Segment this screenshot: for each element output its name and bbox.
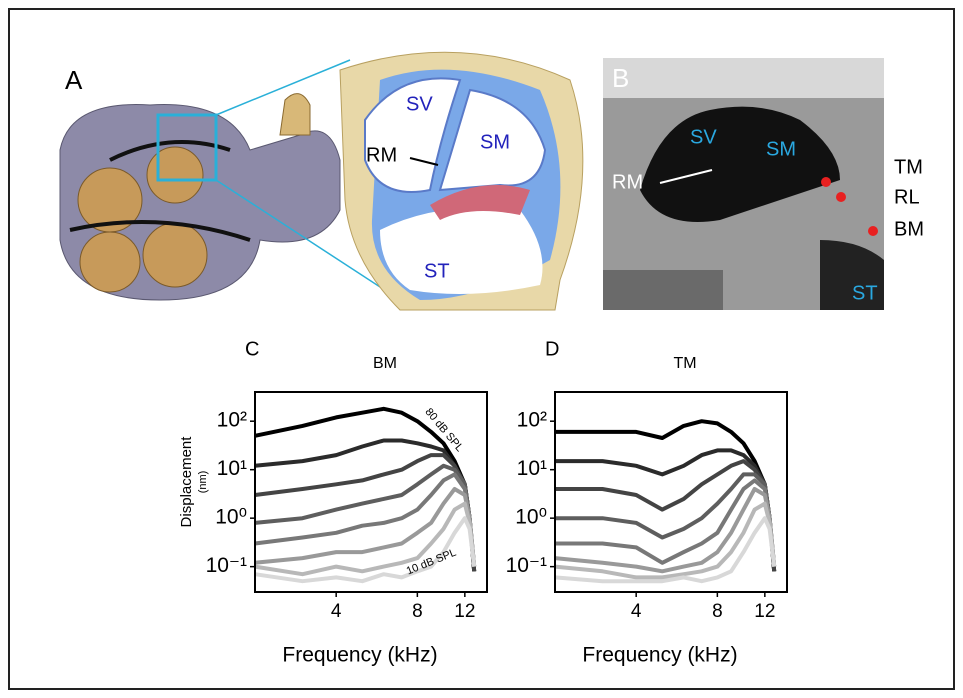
- series-line: [254, 501, 477, 577]
- x-tick-label: 4: [631, 601, 642, 622]
- cochlea-illustration: [59, 51, 584, 311]
- y-tick-label: 10⁻¹: [506, 554, 547, 577]
- region-label: RM: [612, 171, 643, 193]
- series-line: [254, 472, 477, 567]
- panel-label: B: [612, 63, 629, 93]
- panel-label: D: [545, 338, 559, 360]
- y-tick-label: 10²: [517, 409, 547, 432]
- y-tick-label: 10²: [217, 409, 247, 432]
- region-label: BM: [894, 218, 924, 240]
- region-label: SM: [766, 138, 796, 160]
- y-axis-label: Displacement: [178, 436, 195, 528]
- series-line: [555, 478, 777, 567]
- y-tick-label: 10⁻¹: [206, 554, 247, 577]
- region-label: ST: [424, 260, 450, 282]
- region-label: SM: [480, 131, 510, 153]
- plot-frame: [554, 391, 788, 593]
- y-tick-label: 10⁰: [515, 506, 547, 529]
- y-tick-label: 10¹: [217, 457, 247, 480]
- series-line: [554, 516, 777, 584]
- plot-frame: [254, 391, 488, 593]
- x-tick-label: 12: [754, 601, 775, 622]
- y-tick-label: 10⁰: [215, 506, 247, 529]
- x-axis-label: Frequency (kHz): [582, 644, 737, 667]
- region-label: TM: [894, 156, 923, 178]
- x-tick-label: 8: [412, 601, 423, 622]
- panel-label: C: [245, 338, 259, 360]
- x-tick-label: 4: [331, 601, 342, 622]
- series-line: [554, 501, 777, 580]
- arrow: [409, 157, 439, 166]
- series-line: [555, 472, 777, 567]
- chart-title: BM: [373, 355, 397, 372]
- chart-title: TM: [673, 355, 696, 372]
- series-line: [254, 487, 477, 567]
- oct-image: [603, 58, 884, 310]
- region-label: RM: [366, 144, 397, 166]
- series-line: [254, 516, 477, 584]
- y-tick-label: 10¹: [517, 457, 547, 480]
- region-label: SV: [690, 126, 717, 148]
- region-label: RL: [894, 186, 920, 208]
- series-line: [554, 487, 777, 574]
- y-axis-unit: (nm): [197, 471, 209, 494]
- panel-label: A: [65, 65, 83, 95]
- x-tick-label: 8: [712, 601, 723, 622]
- x-tick-label: 12: [454, 601, 475, 622]
- series-line: [254, 463, 477, 567]
- x-axis-label: Frequency (kHz): [282, 644, 437, 667]
- region-label: SV: [406, 93, 433, 115]
- region-label: ST: [852, 282, 878, 304]
